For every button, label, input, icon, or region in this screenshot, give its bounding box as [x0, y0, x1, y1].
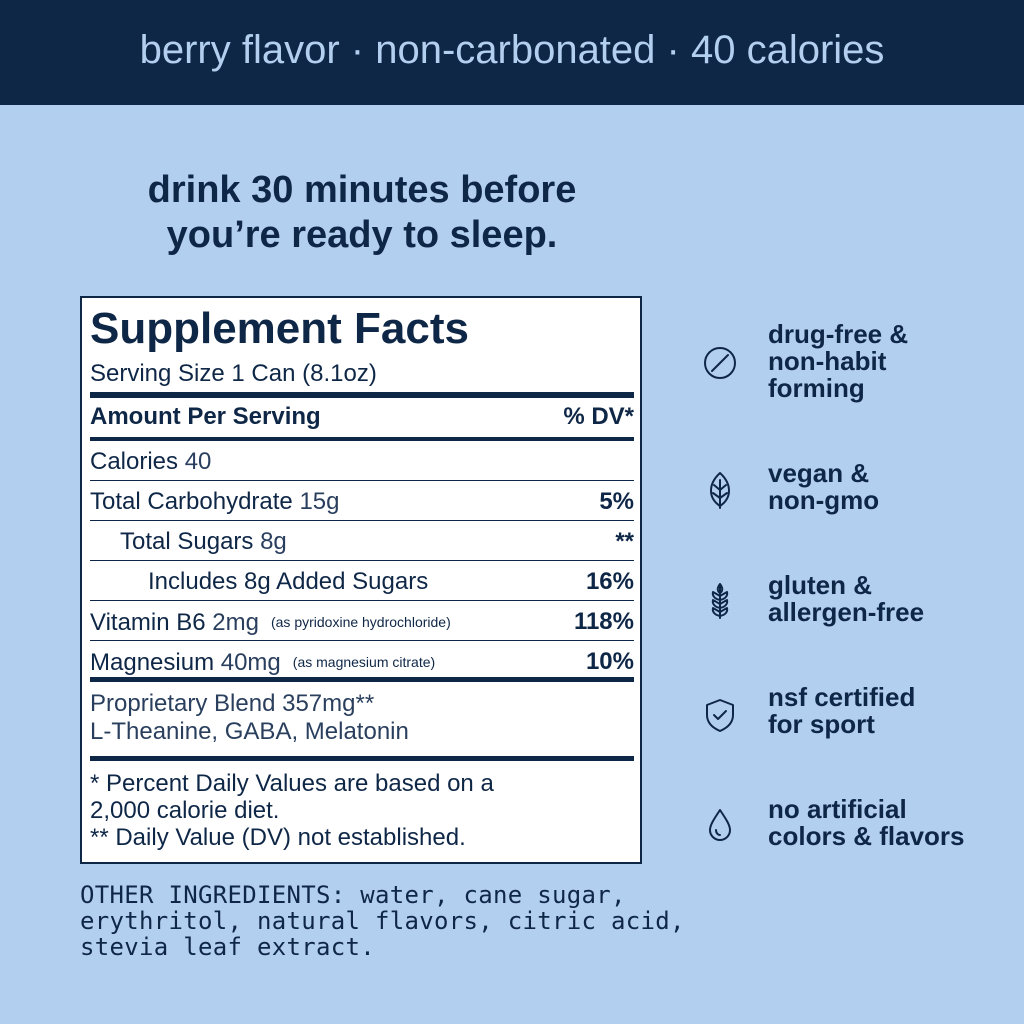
icon-drop — [709, 809, 731, 841]
thick-rule — [90, 677, 634, 682]
rule — [90, 480, 634, 481]
nutrient-name: Includes 8g Added Sugars — [148, 568, 429, 595]
feature-text: no artificial — [768, 794, 907, 824]
thick-rule — [90, 392, 634, 398]
tagline: drink 30 minutes before — [147, 169, 577, 211]
feature-text: forming — [768, 373, 865, 403]
feature-text: nsf certified — [768, 682, 916, 712]
nutrient-note: (as pyridoxine hydrochloride) — [270, 614, 451, 630]
icon-leaf — [710, 472, 730, 509]
rule — [90, 560, 634, 561]
facts-row: Magnesium 40mg (as magnesium citrate) 10% — [90, 647, 634, 677]
icon-grain — [711, 583, 729, 619]
feature-text: allergen-free — [768, 597, 925, 627]
facts-row: Calories 40 — [90, 447, 634, 477]
rule — [90, 600, 634, 601]
nutrient-name: Magnesium — [90, 649, 215, 676]
blend-line: Proprietary Blend 357mg** — [90, 690, 375, 717]
ingredients-line: stevia leaf extract. — [80, 933, 375, 961]
feature-text: non-habit — [768, 346, 887, 376]
feature-text: for sport — [768, 709, 875, 739]
nutrient-name: Calories — [90, 448, 179, 475]
daily-value: 16% — [585, 568, 634, 595]
facts-row: Total Sugars 8g ** — [90, 527, 634, 557]
daily-value: ** — [615, 528, 634, 555]
nutrient-amount: 40mg — [220, 649, 281, 676]
facts-row: Includes 8g Added Sugars 16% — [90, 567, 634, 597]
ingredients-line: erythritol, natural flavors, citric acid… — [80, 907, 685, 935]
nutrient-name: Total Sugars — [120, 528, 254, 555]
top-bar: berry flavor · non-carbonated · 40 calor… — [0, 0, 1024, 105]
row-label: Total Carbohydrate 15g — [90, 488, 340, 515]
amount-header-row: Amount Per Serving % DV* — [90, 402, 634, 432]
nutrient-amount: 8g — [260, 528, 287, 555]
icon-no — [704, 347, 736, 379]
footnote: * Percent Daily Values are based on a — [90, 770, 494, 797]
rule — [90, 640, 634, 641]
facts-panel: Supplement Facts Serving Size 1 Can (8.1… — [80, 296, 642, 864]
row-label: Magnesium 40mg (as magnesium citrate) — [90, 649, 435, 676]
feature-text: non-gmo — [768, 485, 880, 515]
nutrient-note: (as magnesium citrate) — [292, 654, 436, 670]
facts-row: Total Carbohydrate 15g 5% — [90, 487, 634, 517]
daily-value: 10% — [585, 648, 634, 675]
blend-line: L-Theanine, GABA, Melatonin — [90, 718, 409, 745]
row-label: Vitamin B6 2mg (as pyridoxine hydrochlori… — [90, 609, 451, 636]
feature-text: gluten & — [768, 570, 872, 600]
feature-text: vegan & — [768, 458, 870, 488]
footnote: 2,000 calorie diet. — [90, 797, 280, 824]
nutrient-name: Vitamin B6 — [90, 609, 206, 636]
feature-text: drug-free & — [768, 319, 909, 349]
dv-header: % DV* — [563, 403, 634, 430]
rule — [90, 520, 634, 521]
icon-shield — [706, 699, 734, 732]
daily-value: 5% — [599, 488, 634, 515]
nutrient-amount: 40 — [184, 448, 212, 475]
amount-header: Amount Per Serving — [90, 403, 321, 430]
footnote: ** Daily Value (DV) not established. — [90, 824, 466, 851]
serving-size: Serving Size 1 Can (8.1oz) — [90, 360, 377, 387]
feature-text: colors & flavors — [768, 821, 965, 851]
top-title: berry flavor · non-carbonated · 40 calor… — [139, 28, 885, 72]
row-label: Includes 8g Added Sugars — [148, 568, 428, 595]
nutrient-name: Total Carbohydrate — [90, 488, 293, 515]
ingredients-line: OTHER INGREDIENTS: water, cane sugar, — [80, 881, 626, 909]
tagline: you’re ready to sleep. — [166, 214, 558, 256]
nutrient-amount: 15g — [299, 488, 340, 515]
row-label: Calories 40 — [90, 448, 211, 475]
facts-row: Vitamin B6 2mg (as pyridoxine hydrochlori… — [90, 607, 634, 637]
rule — [90, 437, 634, 441]
thick-rule — [90, 756, 634, 761]
facts-title: Supplement Facts — [90, 304, 469, 353]
nutrient-amount: 2mg — [212, 609, 259, 636]
daily-value: 118% — [573, 608, 634, 635]
row-label: Total Sugars 8g — [120, 528, 287, 555]
